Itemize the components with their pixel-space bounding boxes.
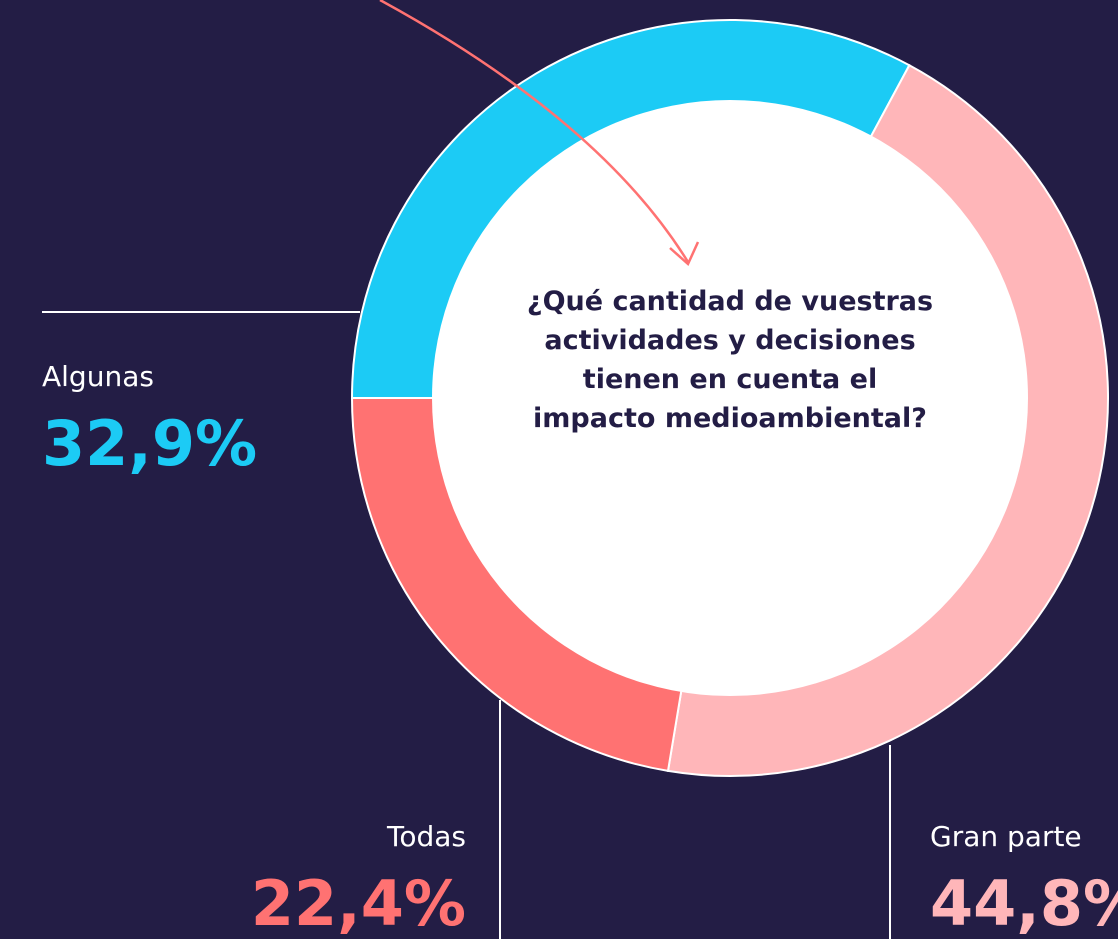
chart-title: ¿Qué cantidad de vuestras actividades y … [526, 286, 934, 434]
value-label: 22,4% [251, 867, 466, 939]
category-label: Todas [386, 820, 466, 853]
donut-hole [432, 100, 1028, 696]
value-label: 32,9% [42, 407, 257, 480]
arrow-head [669, 241, 700, 267]
arrow [379, 0, 690, 263]
value-label: 44,8% [930, 867, 1118, 939]
labels: Algunas 32,9% Gran parte 44,8% Todas 22,4% [42, 360, 1118, 939]
category-label: Algunas [42, 360, 154, 393]
category-label: Gran parte [930, 820, 1082, 853]
